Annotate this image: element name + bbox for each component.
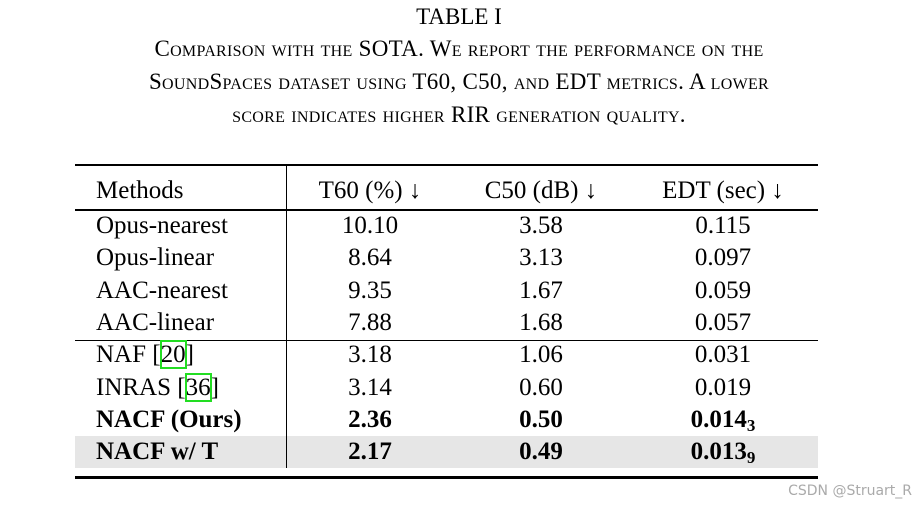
method-name: INRAS [ (96, 373, 186, 401)
table-cell: 2.17 (348, 438, 392, 466)
citation-link[interactable]: 20 (159, 340, 187, 370)
table-cell: AAC-nearest (96, 276, 228, 304)
table-cell: 0.60 (519, 373, 563, 401)
table-cell: 0.115 (695, 212, 751, 239)
table-cell: 0.097 (694, 244, 752, 272)
table-cell: 0.50 (519, 405, 563, 433)
table-cell: 0.059 (694, 276, 752, 304)
table-cell: 1.67 (519, 276, 563, 304)
table-cell: 1.68 (519, 308, 563, 336)
value-main: 0.014 (690, 405, 747, 433)
header-cell: EDT (sec) ↓ (662, 177, 784, 204)
table-cell: 8.64 (348, 244, 392, 272)
row-shade (75, 436, 818, 469)
table-cell: NAF [20] (96, 340, 194, 370)
header-cell: Methods (96, 177, 184, 204)
caption-line: SoundSpaces dataset using T60, C50, and … (148, 69, 770, 94)
table-cell: 3.13 (519, 244, 563, 272)
table-cell: 0.031 (694, 341, 752, 369)
table-cell: 9.35 (348, 276, 392, 304)
value-subscript: 3 (746, 415, 756, 435)
bracket: ] (210, 373, 219, 401)
bottom-rule (75, 476, 818, 479)
value-main: 0.013 (690, 438, 747, 466)
table-cell: INRAS [36] (96, 372, 219, 403)
group-rule (75, 340, 818, 342)
caption-line: Comparison with the SOTA. We report the … (154, 36, 764, 61)
table-cell: AAC-linear (96, 308, 215, 336)
table-cell: 2.36 (348, 405, 392, 433)
watermark: CSDN @Struart_R (788, 483, 912, 499)
header-cell: C50 (dB) ↓ (484, 177, 598, 204)
caption-line: score indicates higher RIR generation qu… (232, 102, 686, 127)
table-title: TABLE I (416, 4, 502, 29)
table-cell: 0.0143 (691, 405, 756, 441)
top-rule (75, 164, 818, 166)
column-separator (286, 165, 288, 468)
bracket: ] (185, 341, 194, 369)
header-cell: T60 (%) ↓ (318, 177, 422, 204)
table-cell: Opus-nearest (96, 212, 228, 239)
table-cell: 7.88 (348, 308, 392, 336)
method-name: NAF [ (96, 341, 161, 369)
header-rule (75, 209, 818, 211)
table-cell: 3.18 (348, 341, 392, 369)
citation-link[interactable]: 36 (184, 372, 212, 402)
table-cell: 3.14 (348, 373, 392, 401)
table-cell: 0.0139 (691, 437, 756, 473)
table-cell: 0.019 (694, 373, 752, 401)
value-subscript: 9 (746, 448, 756, 468)
table-cell: 0.057 (694, 308, 752, 336)
table-cell: Opus-linear (96, 244, 215, 272)
table-cell: NACF (Ours) (96, 405, 242, 433)
table-cell: NACF w/ T (96, 438, 219, 466)
table-cell: 0.49 (519, 438, 563, 466)
table-cell: 1.06 (519, 341, 563, 369)
table-cell: 10.10 (341, 212, 399, 239)
table-cell: 3.58 (519, 212, 563, 239)
